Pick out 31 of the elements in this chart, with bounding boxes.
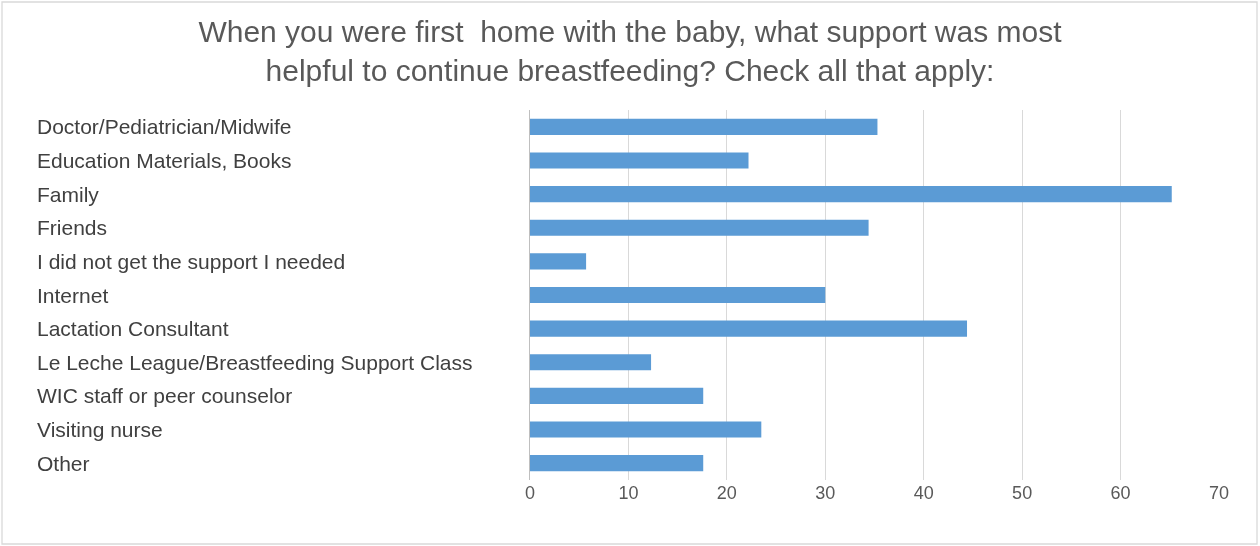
y-tick-label: Lactation Consultant <box>37 317 229 340</box>
y-tick-label: Family <box>37 183 100 206</box>
x-tick-label: 0 <box>524 483 536 503</box>
y-tick-label: Other <box>37 452 90 475</box>
y-tick-label: Visiting nurse <box>37 418 163 441</box>
y-tick-label: I did not get the support I needed <box>37 250 346 273</box>
x-tick-label: 20 <box>716 483 737 503</box>
y-tick-label: Friends <box>37 216 108 239</box>
bar <box>530 253 587 270</box>
y-tick-label: Education Materials, Books <box>37 149 292 172</box>
bar <box>530 152 749 169</box>
y-tick-label: Doctor/Pediatrician/Midwife <box>37 115 292 138</box>
chart-title: When you were first home with the baby, what support was most helpful to continue breastfeeding? Check all that apply: <box>198 15 1063 87</box>
y-tick-label: Le Leche League/Breastfeeding Support Class <box>37 351 473 374</box>
y-tick-label: WIC staff or peer counselor <box>37 384 293 407</box>
bar <box>530 387 704 404</box>
x-tick-label: 10 <box>618 483 639 503</box>
x-tick-label: 60 <box>1110 483 1131 503</box>
bar <box>530 118 878 135</box>
bar <box>530 219 869 236</box>
x-tick-label: 40 <box>913 483 934 503</box>
bar <box>530 421 762 438</box>
bar <box>530 354 652 371</box>
y-tick-label: Internet <box>37 284 109 307</box>
x-tick-label: 70 <box>1208 483 1230 503</box>
bar <box>530 455 704 472</box>
bar <box>530 186 1172 203</box>
bar <box>530 286 826 304</box>
x-tick-label: 50 <box>1012 483 1033 503</box>
bar <box>530 320 968 337</box>
x-tick-label: 30 <box>815 483 836 503</box>
